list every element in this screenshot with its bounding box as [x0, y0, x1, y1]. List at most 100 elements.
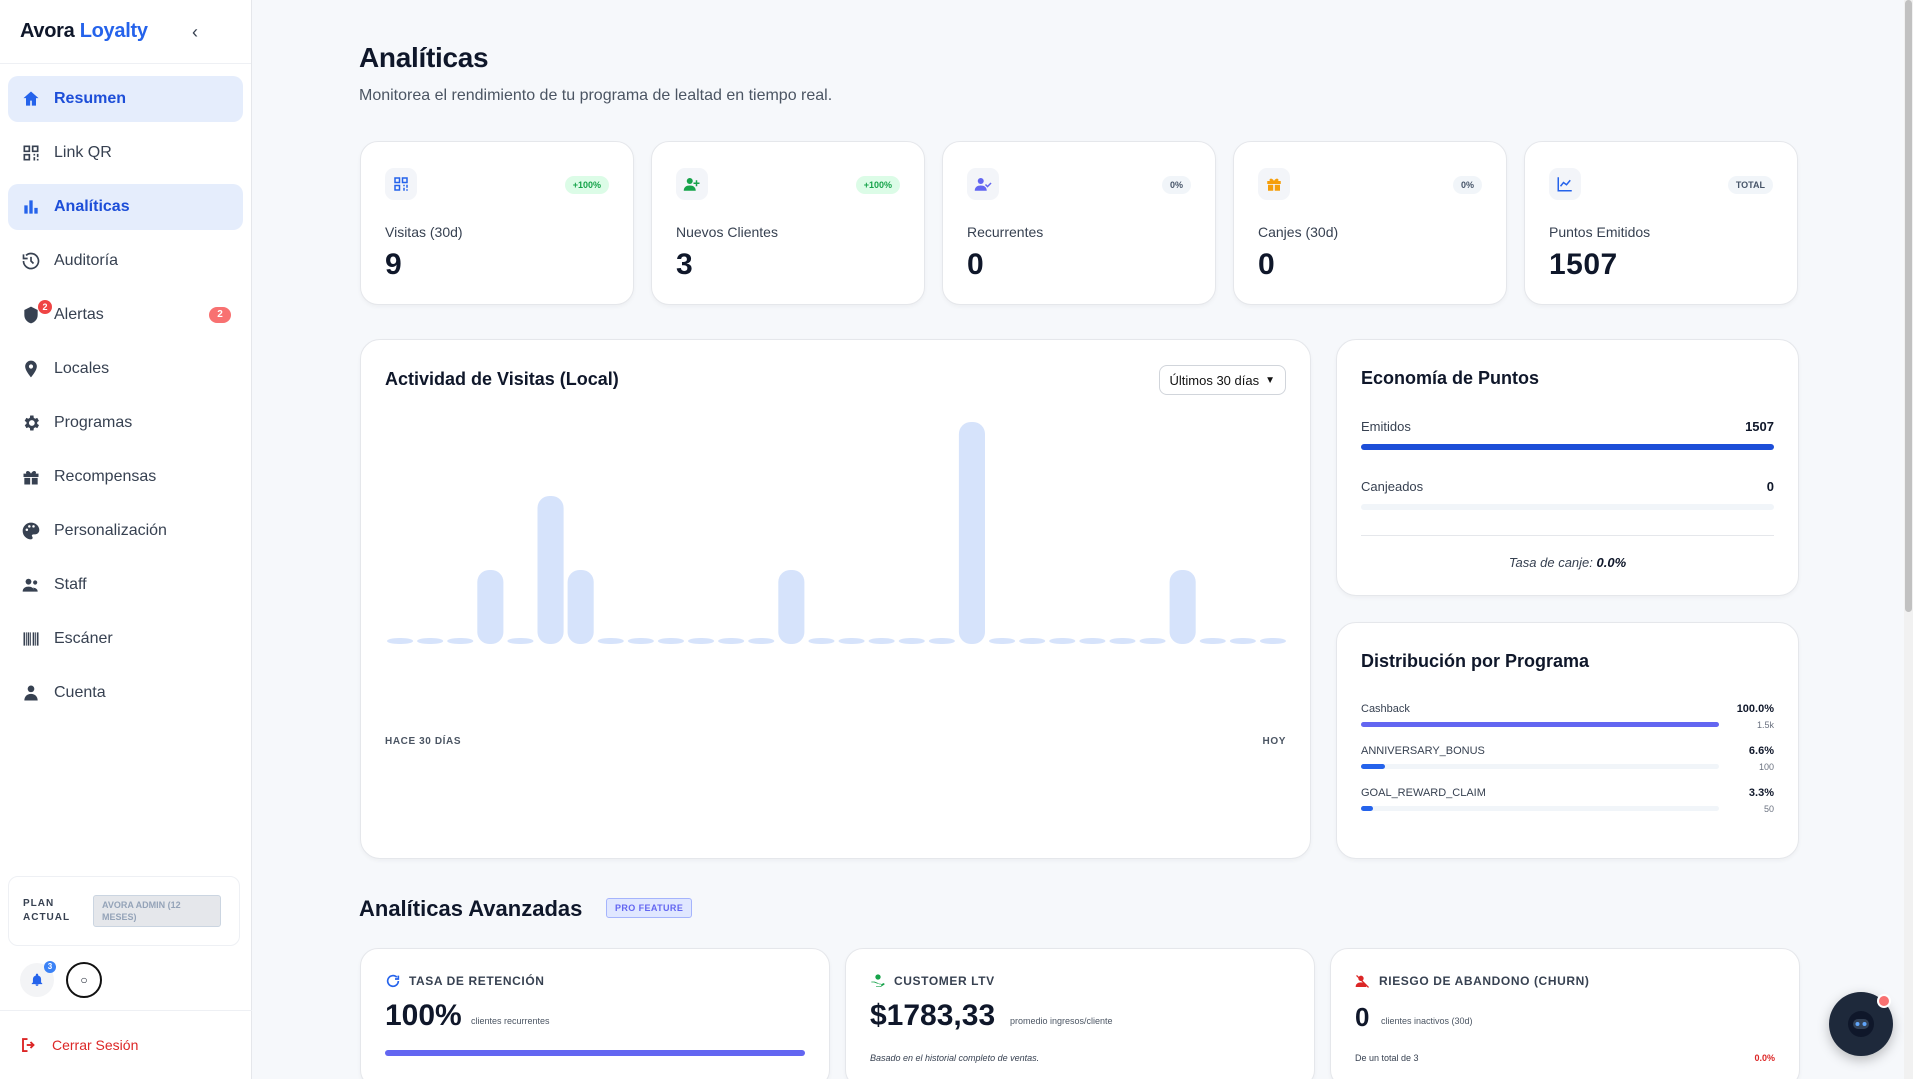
barcode-icon	[20, 628, 42, 650]
sidebar-item-link-qr[interactable]: Link QR	[8, 130, 243, 176]
theme-toggle-button[interactable]: ○	[66, 962, 102, 998]
chart-bar[interactable]	[447, 638, 474, 644]
program-label: ANNIVERSARY_BONUS	[1361, 745, 1485, 757]
x-axis-start-label: HACE 30 DÍAS	[385, 736, 462, 747]
program-bar-fill	[1361, 764, 1385, 769]
issued-bar-track	[1361, 444, 1774, 450]
redeemed-bar-track	[1361, 504, 1774, 510]
sidebar-item-personalizacion[interactable]: Personalización	[8, 508, 243, 554]
chart-bar[interactable]	[1199, 638, 1226, 644]
chart-bar[interactable]	[507, 638, 534, 644]
logout-icon	[20, 1034, 38, 1056]
program-bar-track	[1361, 722, 1719, 727]
chart-bar[interactable]	[778, 570, 805, 644]
chart-bar[interactable]	[928, 638, 955, 644]
program-bar-track	[1361, 806, 1719, 811]
chart-bar[interactable]	[1259, 638, 1286, 644]
activity-panel: Actividad de Visitas (Local) Últimos 30 …	[360, 339, 1311, 859]
sidebar: Avora Loyalty ‹ Resumen Link QR Analític…	[0, 0, 252, 1079]
chart-bar[interactable]	[898, 638, 925, 644]
x-axis-end-label: HOY	[1262, 736, 1286, 747]
chart-bar[interactable]	[1019, 638, 1046, 644]
logout-button[interactable]: Cerrar Sesión	[0, 1010, 252, 1079]
chart-bar[interactable]	[1139, 638, 1166, 644]
churn-percent: 0.0%	[1754, 1053, 1775, 1063]
sidebar-item-escaner[interactable]: Escáner	[8, 616, 243, 662]
trend-icon	[1549, 168, 1581, 200]
program-label: Cashback	[1361, 703, 1410, 715]
chart-bar[interactable]	[567, 570, 594, 644]
qr-icon	[20, 142, 42, 164]
sidebar-item-analiticas[interactable]: Analíticas	[8, 184, 243, 230]
activity-bar-chart	[387, 422, 1286, 644]
chart-bar[interactable]	[808, 638, 835, 644]
plan-value: AVORA ADMIN (12 MESES)	[93, 895, 221, 927]
plan-label: PLAN ACTUAL	[23, 898, 71, 923]
chart-bar[interactable]	[417, 638, 444, 644]
churn-note: De un total de 3	[1355, 1053, 1419, 1063]
page-subtitle: Monitorea el rendimiento de tu programa …	[359, 87, 833, 104]
brand: Avora Loyalty ‹	[0, 0, 251, 64]
retention-bar-track	[385, 1050, 805, 1056]
range-select[interactable]: Últimos 30 días ▼	[1158, 365, 1286, 395]
stat-change-badge: 0%	[1161, 176, 1191, 194]
sidebar-item-programas[interactable]: Programas	[8, 400, 243, 446]
chart-bar[interactable]	[1049, 638, 1076, 644]
map-pin-icon	[20, 358, 42, 380]
stat-card-canjes: 0% Canjes (30d) 0	[1233, 141, 1507, 305]
bell-icon	[31, 973, 43, 986]
sidebar-item-staff[interactable]: Staff	[8, 562, 243, 608]
sidebar-item-alertas[interactable]: 2 Alertas 2	[8, 292, 243, 338]
chart-bar[interactable]	[868, 638, 895, 644]
gift-icon	[1258, 168, 1290, 200]
chart-bar[interactable]	[1229, 638, 1256, 644]
gear-icon	[20, 412, 42, 434]
sidebar-item-resumen[interactable]: Resumen	[8, 76, 243, 122]
page-scrollbar[interactable]	[1904, 0, 1913, 1079]
sidebar-item-locales[interactable]: Locales	[8, 346, 243, 392]
issued-bar-fill	[1361, 444, 1774, 450]
chart-bar[interactable]	[537, 496, 564, 644]
sidebar-item-cuenta[interactable]: Cuenta	[8, 670, 243, 716]
redemption-rate: Tasa de canje: 0.0%	[1508, 555, 1627, 570]
chart-bar[interactable]	[748, 638, 775, 644]
chart-bar[interactable]	[1169, 570, 1196, 644]
scrollbar-thumb[interactable]	[1905, 0, 1912, 612]
chart-bar[interactable]	[597, 638, 624, 644]
refresh-icon	[386, 974, 400, 988]
chart-bar[interactable]	[1079, 638, 1106, 644]
history-icon	[20, 250, 42, 272]
program-count: 100	[1758, 762, 1774, 772]
distribution-title: Distribución por Programa	[1361, 651, 1590, 671]
notifications-button[interactable]: 3	[20, 961, 56, 997]
redeemed-label: Canjeados	[1361, 479, 1424, 494]
chart-bar[interactable]	[627, 638, 654, 644]
ltv-card: CUSTOMER LTV $1783,33 promedio ingresos/…	[845, 948, 1315, 1079]
chart-bar[interactable]	[989, 638, 1016, 644]
chevron-left-icon[interactable]: ‹	[192, 22, 198, 42]
churn-card: RIESGO DE ABANDONO (CHURN) 0 clientes in…	[1330, 948, 1800, 1079]
chat-assistant-button[interactable]	[1829, 992, 1893, 1056]
chart-bar[interactable]	[718, 638, 745, 644]
chart-bar[interactable]	[1109, 638, 1136, 644]
chart-bar[interactable]	[838, 638, 865, 644]
churn-caption: clientes inactivos (30d)	[1381, 1016, 1473, 1026]
gift-icon	[20, 466, 42, 488]
program-bar-track	[1361, 764, 1719, 769]
sidebar-item-auditoria[interactable]: Auditoría	[8, 238, 243, 284]
stat-total-badge: TOTAL	[1727, 176, 1773, 194]
chart-bar[interactable]	[477, 570, 504, 644]
chart-bar[interactable]	[958, 422, 985, 644]
chat-notification-dot	[1877, 994, 1891, 1008]
chart-bar[interactable]	[688, 638, 715, 644]
brand-logo[interactable]: Avora Loyalty	[20, 20, 148, 42]
redeemed-value: 0	[1766, 479, 1774, 494]
chart-bar[interactable]	[387, 638, 414, 644]
chart-bar-icon	[20, 196, 42, 218]
chevron-down-icon: ▼	[1265, 374, 1275, 386]
stat-card-nuevos-clientes: +100% Nuevos Clientes 3	[651, 141, 925, 305]
sidebar-item-recompensas[interactable]: Recompensas	[8, 454, 243, 500]
user-icon	[20, 682, 42, 704]
chart-bar[interactable]	[657, 638, 684, 644]
stat-label: Puntos Emitidos	[1549, 224, 1651, 240]
